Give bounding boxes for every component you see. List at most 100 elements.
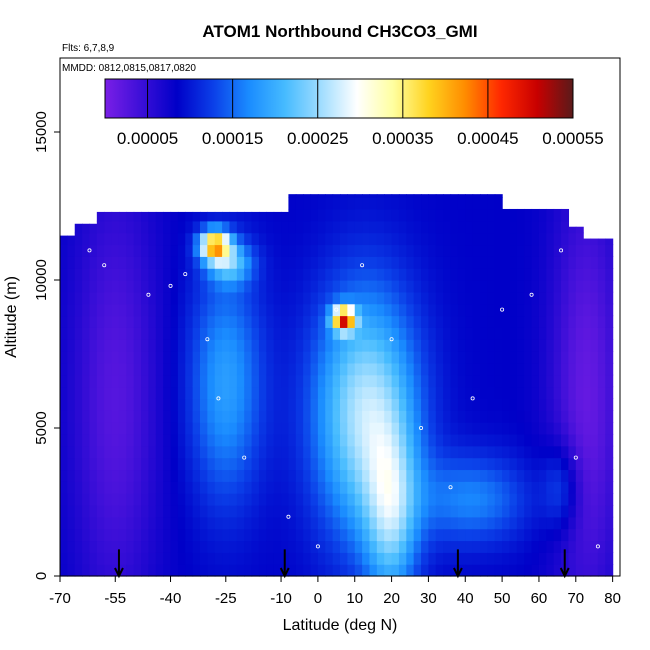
heatmap-cell (229, 291, 238, 305)
heatmap-cell (111, 362, 120, 376)
observation-point (242, 455, 247, 460)
heatmap-cell (524, 362, 533, 376)
heatmap-cell (384, 256, 393, 269)
heatmap-cell (281, 280, 290, 293)
heatmap-cell (60, 481, 68, 494)
heatmap-cell (332, 564, 341, 577)
heatmap-cell (546, 220, 555, 234)
heatmap-cell (74, 516, 83, 530)
heatmap-cell (561, 232, 570, 246)
dates-label: MMDD: 0812,0815,0817,0820 (62, 63, 196, 74)
heatmap-cell (273, 540, 282, 553)
heatmap-cell (465, 220, 474, 234)
heatmap-cell (494, 351, 503, 364)
heatmap-cell (200, 291, 208, 305)
heatmap-cell (531, 422, 540, 435)
heatmap-cell (421, 504, 430, 518)
heatmap-cell (369, 351, 378, 364)
heatmap-cell (605, 422, 614, 435)
heatmap-cell (605, 351, 614, 364)
heatmap-cell (472, 232, 481, 246)
heatmap-cell (538, 493, 547, 506)
heatmap-cell (553, 256, 562, 269)
heatmap-cell (141, 493, 150, 506)
heatmap-cell (605, 386, 614, 399)
heatmap-cell (207, 469, 216, 482)
heatmap-cell (487, 303, 496, 317)
heatmap-cell (531, 362, 540, 376)
heatmap-cell (450, 194, 459, 198)
heatmap-cell (531, 493, 540, 506)
heatmap-cell (457, 457, 466, 471)
heatmap-cell (163, 422, 172, 435)
heatmap-cell (568, 540, 577, 553)
heatmap-cell (89, 386, 98, 399)
heatmap-cell (177, 280, 186, 293)
heatmap-cell (583, 303, 592, 317)
heatmap-cell (590, 244, 599, 257)
heatmap-cell (185, 244, 194, 257)
heatmap-cell (317, 469, 326, 482)
heatmap-cell (524, 256, 533, 269)
heatmap-cell (229, 362, 238, 376)
heatmap-cell (303, 528, 312, 542)
heatmap-cell (487, 256, 496, 269)
heatmap-cell (82, 528, 91, 542)
heatmap-cell (222, 386, 231, 399)
heatmap-cell (354, 315, 363, 328)
heatmap-cell (141, 528, 150, 542)
heatmap-cell (317, 303, 326, 317)
heatmap-cell (472, 208, 481, 222)
heatmap-cell (258, 244, 267, 257)
heatmap-cell (133, 433, 142, 447)
heatmap-cell (155, 220, 164, 234)
heatmap-cell (236, 433, 245, 447)
heatmap-cell (369, 244, 378, 257)
heatmap-cell (568, 386, 577, 399)
heatmap-cell (207, 374, 216, 388)
heatmap-cell (494, 564, 503, 577)
observation-point (183, 272, 188, 277)
heatmap-cell (354, 516, 363, 530)
heatmap-cell (303, 303, 312, 317)
heatmap-cell (310, 291, 319, 305)
heatmap-cell (583, 469, 592, 482)
heatmap-cell (200, 528, 208, 542)
heatmap-cell (384, 433, 393, 447)
heatmap-cell (391, 410, 400, 423)
heatmap-cell (369, 481, 378, 494)
heatmap-cell (413, 327, 422, 340)
heatmap-cell (60, 339, 68, 352)
heatmap-cell (200, 374, 208, 388)
heatmap-cell (325, 303, 334, 317)
x-tick-label: -55 (104, 590, 126, 607)
heatmap-cell (590, 516, 599, 530)
heatmap-cell (443, 339, 452, 352)
heatmap-cell (509, 374, 518, 388)
heatmap-cell (516, 374, 525, 388)
heatmap-cell (104, 303, 113, 317)
heatmap-cell (428, 516, 437, 530)
heatmap-cell (369, 339, 378, 352)
heatmap-cell (428, 339, 437, 352)
heatmap-cell (273, 315, 282, 328)
heatmap-cell (74, 493, 83, 506)
heatmap-cell (177, 469, 186, 482)
heatmap-cell (155, 410, 164, 423)
heatmap-cell (575, 280, 584, 293)
heatmap-cell (258, 504, 267, 518)
heatmap-cell (487, 291, 496, 305)
heatmap-cell (141, 211, 150, 222)
heatmap-cell (332, 220, 341, 234)
heatmap-cell (376, 469, 385, 482)
heatmap-cell (443, 327, 452, 340)
heatmap-cell (384, 410, 393, 423)
heatmap-cell (590, 339, 599, 352)
heatmap-cell (435, 469, 444, 482)
heatmap-cell (406, 220, 415, 234)
heatmap-cell (391, 493, 400, 506)
heatmap-cell (163, 280, 172, 293)
heatmap-cell (502, 315, 511, 328)
heatmap-cell (369, 540, 378, 553)
heatmap-cell (141, 268, 150, 281)
